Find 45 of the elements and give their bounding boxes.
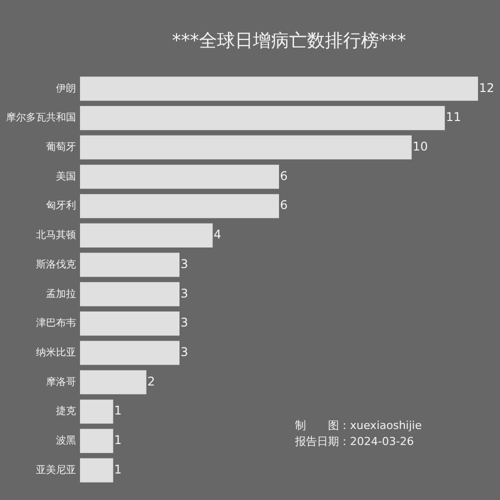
data-label: 10 [412,140,428,154]
y-tick-label: 亚美尼亚 [36,464,76,476]
bar [80,428,114,453]
data-label: 11 [446,110,462,124]
y-tick-label: 津巴布韦 [36,317,76,330]
data-label: 1 [114,462,122,476]
bar [80,282,180,306]
y-tick-label: 伊朗 [56,82,76,94]
data-label: 3 [180,286,188,300]
data-label: 6 [280,198,288,212]
bar [80,252,180,277]
y-tick-label: 匈牙利 [46,200,76,212]
y-tick-label: 葡萄牙 [46,140,76,153]
bar [80,400,114,424]
data-label: 2 [147,374,155,388]
annotation: 报告日期：2024-03-26 [294,434,414,448]
bar [80,76,478,101]
y-tick-label: 北马其顿 [36,229,76,242]
y-tick-label: 斯洛伐克 [36,258,76,270]
data-label: 4 [214,228,222,242]
data-label: 3 [180,316,188,330]
data-label: 1 [114,433,122,448]
bar [80,312,180,336]
annotation: 制 图：xuexiaoshijie [295,418,422,432]
y-tick-label: 捷克 [56,405,76,418]
bar [80,164,279,189]
y-tick-label: 摩尔多瓦共和国 [6,112,76,124]
bar [80,106,445,130]
y-tick-label: 波黑 [56,434,76,447]
data-label: 1 [114,404,122,418]
y-tick-label: 摩洛哥 [46,376,76,388]
data-label: 6 [280,168,288,183]
bar [80,135,412,160]
bar [80,340,180,365]
y-tick-label: 纳米比亚 [36,346,76,358]
bar [80,458,114,482]
data-label: 12 [479,80,494,95]
y-tick-label: 美国 [56,170,76,182]
bar [80,370,146,394]
data-label: 3 [180,256,188,271]
bar [80,223,213,248]
data-label: 3 [180,345,188,360]
y-tick-label: 孟加拉 [46,288,76,300]
bar [80,194,279,218]
chart-title: ***全球日增病亡数排行榜*** [172,30,406,52]
